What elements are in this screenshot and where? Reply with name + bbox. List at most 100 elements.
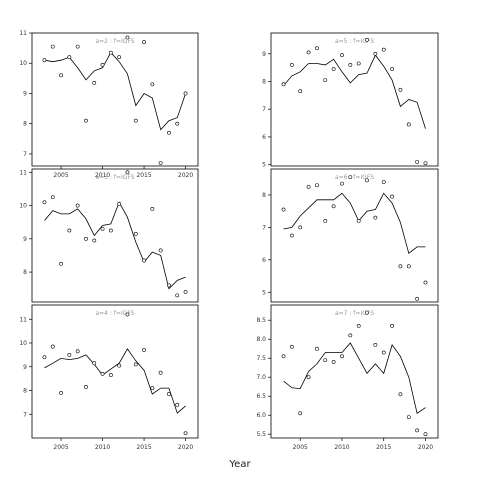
observation-point	[175, 402, 180, 407]
observation-point	[289, 62, 294, 67]
observation-point	[365, 38, 369, 42]
observation-point	[365, 310, 369, 315]
observation-point	[67, 55, 72, 60]
y-tick-label: 6	[262, 257, 266, 264]
fit-line	[44, 51, 186, 131]
observation-point	[84, 385, 88, 389]
observation-point	[84, 236, 88, 241]
observation-point	[50, 344, 55, 349]
observation-point	[373, 215, 378, 220]
y-tick-label: 7	[262, 106, 266, 113]
y-tick-label: 10	[19, 60, 27, 67]
x-tick-label: 2020	[178, 444, 193, 451]
observation-point	[315, 183, 319, 188]
observation-point	[133, 231, 138, 236]
observation-point	[125, 312, 130, 317]
panel-3: 8 9 10 11 a=3 : f=IGFS	[19, 168, 199, 303]
x-tick-label: 2015	[136, 172, 151, 179]
observation-point	[331, 67, 336, 71]
panel-frame	[270, 168, 439, 303]
panel-frame	[31, 32, 199, 167]
observation-point	[67, 352, 72, 357]
y-tick-label: 6	[262, 134, 266, 141]
observation-point	[59, 390, 63, 395]
observation-point	[100, 62, 105, 67]
observation-point	[158, 161, 163, 165]
panel-title: a=4 : f=IGFS	[95, 310, 134, 317]
observation-point	[373, 342, 378, 347]
observation-point	[281, 354, 286, 359]
observation-point	[92, 238, 97, 243]
observation-point	[315, 46, 319, 51]
y-tick-label: 9	[262, 51, 266, 58]
observation-point	[281, 82, 286, 87]
observation-point	[158, 248, 163, 253]
observation-point	[158, 370, 163, 375]
x-tick-label: 2005	[293, 444, 308, 451]
panel-frame	[31, 168, 199, 303]
panel-title: a=5 : f=IGFS	[335, 38, 374, 45]
y-tick-label: 10	[19, 340, 27, 347]
observation-point	[125, 170, 130, 175]
panel-2: 5 6 7 8 9 a=5 : f=IGFS	[262, 32, 439, 169]
panel-5: 7 8 9 10 11 2005 2010 2015 2020 a=4 : f=IGFS	[19, 304, 199, 451]
observation-point	[289, 233, 294, 238]
observation-point	[289, 344, 294, 349]
observation-point	[348, 333, 353, 338]
observation-point	[42, 200, 47, 205]
x-tick-label: 2010	[334, 444, 349, 451]
y-tick-label: 7.5	[256, 355, 266, 362]
observation-point	[92, 361, 97, 366]
observation-point	[348, 62, 353, 67]
y-tick-label: 11	[19, 316, 27, 323]
observation-point	[390, 67, 394, 71]
observation-point	[340, 181, 344, 186]
observation-point	[150, 82, 155, 87]
observation-point	[356, 323, 361, 328]
observation-point	[406, 122, 411, 127]
x-tick-label: 2005	[53, 444, 68, 451]
x-tick-label: 2015	[376, 444, 391, 451]
observation-point	[50, 44, 55, 49]
observation-point	[331, 204, 336, 209]
observation-point	[398, 392, 403, 397]
observation-point	[117, 55, 122, 60]
y-tick-label: 7	[262, 224, 266, 231]
observation-point	[42, 355, 47, 360]
observation-point	[150, 386, 155, 391]
observation-point	[423, 280, 428, 285]
observation-point	[315, 346, 319, 351]
observation-point	[117, 363, 122, 368]
x-tick-label: 2020	[178, 172, 193, 179]
observation-point	[281, 207, 286, 212]
y-tick-label: 8	[23, 388, 27, 395]
observation-point	[183, 431, 188, 436]
observation-point	[398, 87, 403, 92]
observation-point	[175, 121, 180, 126]
observation-point	[298, 225, 303, 230]
y-tick-label: 6.0	[256, 412, 266, 419]
observation-point	[117, 202, 122, 206]
observation-point	[406, 415, 411, 420]
panel-title: a=7 : f=IGFS	[335, 310, 374, 317]
observation-point	[75, 44, 80, 49]
y-tick-label: 5.5	[256, 431, 266, 438]
observation-point	[133, 362, 138, 367]
observation-point	[59, 73, 63, 78]
x-tick-label: 2015	[136, 444, 151, 451]
observation-point	[323, 358, 328, 363]
x-tick-label: 2010	[95, 444, 110, 451]
observation-point	[125, 35, 130, 40]
fit-line	[44, 348, 186, 414]
observation-point	[390, 194, 394, 199]
observation-point	[75, 203, 80, 208]
observation-point	[415, 428, 420, 433]
panel-1: 7 8 9 10 11 2005 2010 2015 2020 a=2 : f=IGFS	[19, 30, 199, 179]
observation-point	[373, 51, 378, 56]
panel-frame	[270, 304, 439, 439]
observation-point	[298, 411, 303, 416]
observation-point	[348, 175, 353, 180]
observation-point	[50, 195, 55, 200]
y-tick-label: 8	[262, 78, 266, 85]
